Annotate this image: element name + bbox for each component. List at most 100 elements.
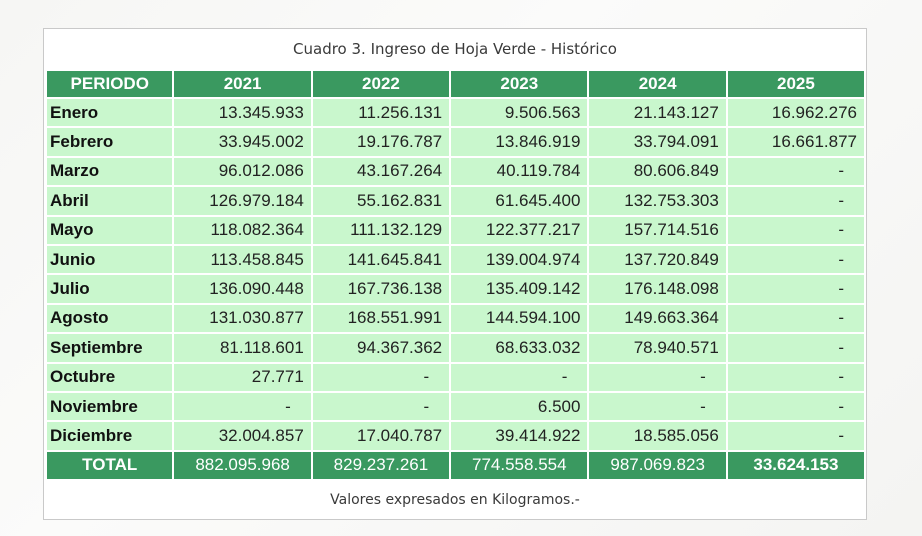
- table-row: Diciembre 32.004.857 17.040.787 39.414.922 1…: [47, 422, 864, 450]
- value-cell: 33.945.002: [174, 128, 311, 156]
- table-row: Agosto 131.030.877 168.551.991 144.594.100 1…: [47, 304, 864, 333]
- value-cell: 39.414.922: [451, 422, 588, 450]
- total-row: TOTAL 882.095.968 829.237.261 774.558.554 98…: [47, 451, 864, 480]
- value-cell: 21.143.127: [589, 99, 726, 127]
- value-cell: 33.794.091: [589, 128, 726, 156]
- total-value-cell: 882.095.968: [174, 451, 311, 480]
- total-value-cell: 829.237.261: [312, 451, 450, 480]
- value-cell: -: [589, 392, 726, 421]
- value-cell: 167.736.138: [312, 275, 450, 303]
- value-cell: 19.176.787: [312, 128, 450, 156]
- value-cell: 135.409.142: [451, 275, 588, 303]
- value-cell: 27.771: [174, 363, 311, 391]
- value-cell: 141.645.841: [312, 245, 450, 274]
- table-row: Enero 13.345.933 11.256.131 9.506.563 21.143…: [47, 99, 864, 127]
- value-cell: 78.940.571: [589, 334, 726, 362]
- value-cell: 13.345.933: [174, 99, 311, 127]
- header-periodo: PERIODO: [47, 71, 173, 97]
- month-label: Julio: [47, 275, 173, 303]
- table-row: Marzo 96.012.086 43.167.264 40.119.784 80.60…: [47, 157, 864, 186]
- table-card: Cuadro 3. Ingreso de Hoja Verde - Histór…: [43, 28, 867, 520]
- value-cell: 131.030.877: [174, 304, 311, 333]
- total-label: TOTAL: [47, 451, 173, 480]
- value-cell: 132.753.303: [589, 187, 726, 215]
- value-cell: 139.004.974: [451, 245, 588, 274]
- value-cell: 118.082.364: [174, 216, 311, 244]
- value-cell: -: [727, 392, 864, 421]
- month-label: Abril: [47, 187, 173, 215]
- value-cell: -: [727, 422, 864, 450]
- value-cell: -: [174, 392, 311, 421]
- table-footnote: Valores expresados en Kilogramos.-: [330, 492, 580, 508]
- value-cell: 68.633.032: [451, 334, 588, 362]
- value-cell: 16.962.276: [727, 99, 864, 127]
- value-cell: 96.012.086: [174, 157, 311, 186]
- month-label: Enero: [47, 99, 173, 127]
- table-row: Abril 126.979.184 55.162.831 61.645.400 132.…: [47, 187, 864, 215]
- value-cell: 17.040.787: [312, 422, 450, 450]
- value-cell: 43.167.264: [312, 157, 450, 186]
- value-cell: -: [727, 216, 864, 244]
- header-year: 2021: [174, 71, 311, 97]
- month-label: Noviembre: [47, 392, 173, 421]
- value-cell: -: [312, 392, 450, 421]
- value-cell: 9.506.563: [451, 99, 588, 127]
- value-cell: 157.714.516: [589, 216, 726, 244]
- value-cell: -: [727, 157, 864, 186]
- header-year: 2025: [727, 71, 864, 97]
- table-row: Octubre 27.771- - - -: [47, 363, 864, 391]
- month-label: Octubre: [47, 363, 173, 391]
- table-row: Noviembre - -6.500- -: [47, 392, 864, 421]
- value-cell: -: [727, 363, 864, 391]
- header-year: 2022: [312, 71, 450, 97]
- harvest-table: PERIODO 2021 2022 2023 2024 2025 Enero 13…: [45, 69, 866, 481]
- value-cell: 80.606.849: [589, 157, 726, 186]
- value-cell: -: [727, 304, 864, 333]
- total-value-cell: 774.558.554: [451, 451, 588, 480]
- value-cell: 126.979.184: [174, 187, 311, 215]
- total-value-cell: 33.624.153: [727, 451, 864, 480]
- value-cell: 94.367.362: [312, 334, 450, 362]
- table-caption: Cuadro 3. Ingreso de Hoja Verde - Histór…: [293, 40, 617, 58]
- table-row: Junio 113.458.845 141.645.841 139.004.974 13…: [47, 245, 864, 274]
- value-cell: -: [312, 363, 450, 391]
- value-cell: 176.148.098: [589, 275, 726, 303]
- value-cell: 137.720.849: [589, 245, 726, 274]
- value-cell: -: [451, 363, 588, 391]
- value-cell: 18.585.056: [589, 422, 726, 450]
- value-cell: 61.645.400: [451, 187, 588, 215]
- value-cell: 168.551.991: [312, 304, 450, 333]
- table-row: Julio 136.090.448 167.736.138 135.409.142 17…: [47, 275, 864, 303]
- month-label: Febrero: [47, 128, 173, 156]
- header-row: PERIODO 2021 2022 2023 2024 2025: [47, 71, 864, 97]
- month-label: Marzo: [47, 157, 173, 186]
- value-cell: -: [727, 245, 864, 274]
- value-cell: 144.594.100: [451, 304, 588, 333]
- value-cell: 149.663.364: [589, 304, 726, 333]
- value-cell: 6.500: [451, 392, 588, 421]
- header-year: 2023: [451, 71, 588, 97]
- value-cell: 11.256.131: [312, 99, 450, 127]
- table-row: Septiembre 81.118.601 94.367.362 68.633.032…: [47, 334, 864, 362]
- header-year: 2024: [589, 71, 726, 97]
- total-value-cell: 987.069.823: [589, 451, 726, 480]
- value-cell: 16.661.877: [727, 128, 864, 156]
- table-row: Mayo 118.082.364 111.132.129 122.377.217 157…: [47, 216, 864, 244]
- month-label: Agosto: [47, 304, 173, 333]
- value-cell: -: [727, 275, 864, 303]
- value-cell: 113.458.845: [174, 245, 311, 274]
- value-cell: 13.846.919: [451, 128, 588, 156]
- month-label: Septiembre: [47, 334, 173, 362]
- value-cell: -: [727, 334, 864, 362]
- month-label: Junio: [47, 245, 173, 274]
- value-cell: -: [589, 363, 726, 391]
- value-cell: 55.162.831: [312, 187, 450, 215]
- month-label: Diciembre: [47, 422, 173, 450]
- value-cell: 122.377.217: [451, 216, 588, 244]
- value-cell: 111.132.129: [312, 216, 450, 244]
- value-cell: 32.004.857: [174, 422, 311, 450]
- value-cell: 40.119.784: [451, 157, 588, 186]
- value-cell: 136.090.448: [174, 275, 311, 303]
- value-cell: -: [727, 187, 864, 215]
- value-cell: 81.118.601: [174, 334, 311, 362]
